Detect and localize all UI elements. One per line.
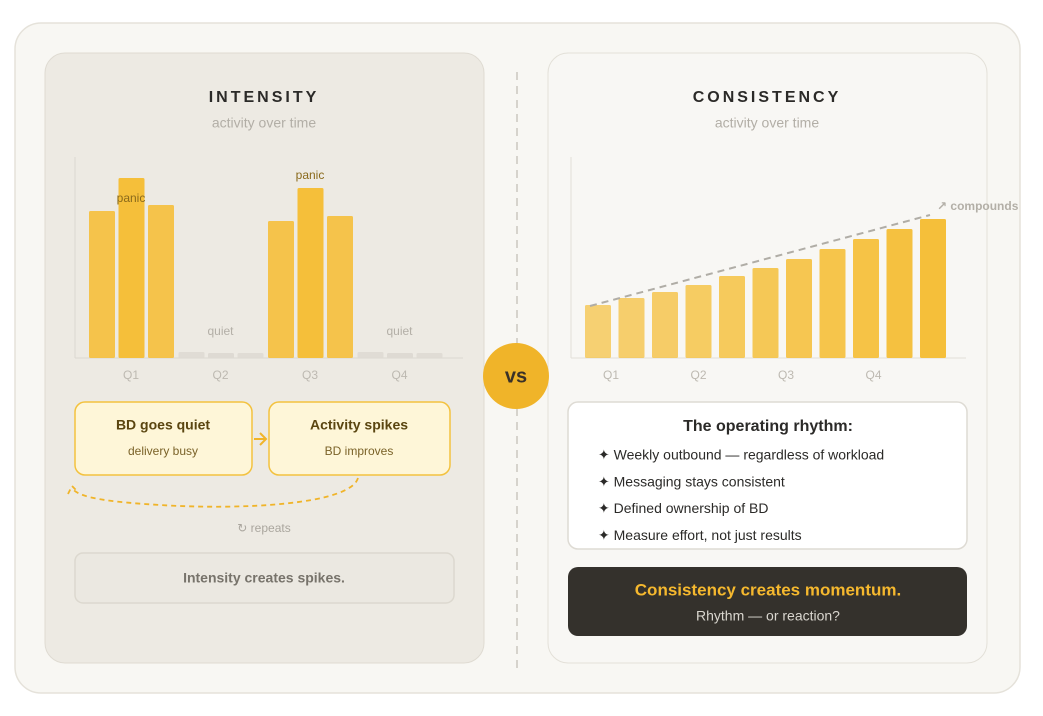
consistency-subtitle: activity over time: [715, 115, 819, 131]
bar: [853, 239, 879, 358]
annotation: panic: [117, 191, 146, 205]
momentum-title: Consistency creates momentum.: [635, 580, 901, 599]
summary-box: [74, 552, 455, 604]
bar: [178, 352, 205, 358]
rhythm-item: ✦ Measure effort, not just results: [598, 527, 802, 543]
bar: [652, 292, 678, 358]
rhythm-item: ✦ Messaging stays consistent: [598, 473, 785, 489]
bar: [208, 353, 234, 358]
summary: Intensity creates spikes.: [183, 570, 345, 586]
bar: [752, 268, 779, 358]
vs-badge: [483, 343, 549, 409]
bar: [327, 216, 353, 358]
flow-subtitle: BD improves: [325, 444, 394, 458]
bar: [585, 305, 611, 358]
bar: [416, 353, 443, 358]
bar: [819, 249, 846, 358]
x-tick-label: Q3: [778, 368, 794, 382]
x-tick-label: Q3: [302, 368, 318, 382]
trend-label: ↗ compounds: [937, 199, 1019, 213]
annotation: panic: [296, 168, 325, 182]
intensity-subtitle: activity over time: [212, 115, 316, 131]
trend-line: [589, 214, 931, 307]
bar: [148, 205, 174, 358]
bar: [89, 211, 115, 358]
bar: [118, 178, 145, 358]
bar: [786, 259, 812, 358]
bar: [920, 219, 946, 358]
flow-box: [268, 401, 451, 476]
vs-label: vs: [505, 365, 527, 387]
rhythm-title: The operating rhythm:: [683, 418, 853, 435]
rhythm-list: ✦ Weekly outbound — regardless of worklo…: [598, 447, 884, 543]
bar: [719, 276, 745, 358]
rhythm-item: ✦ Defined ownership of BD: [598, 500, 768, 516]
x-tick-label: Q1: [603, 368, 619, 382]
intensity-title: INTENSITY: [209, 89, 320, 106]
bar: [685, 285, 712, 358]
bar: [387, 353, 413, 358]
flow-box: [74, 401, 253, 476]
bar: [268, 221, 294, 358]
bar: [237, 353, 264, 358]
momentum-subtitle: Rhythm — or reaction?: [696, 608, 840, 624]
x-tick-label: Q4: [865, 368, 881, 382]
flow-title: BD goes quiet: [116, 417, 210, 433]
x-tick-label: Q2: [212, 368, 228, 382]
x-tick-label: Q4: [391, 368, 407, 382]
bar: [357, 352, 384, 358]
loop-label: ↻ repeats: [237, 521, 290, 535]
annotation: quiet: [207, 324, 234, 338]
rhythm-box: [567, 401, 968, 550]
bar: [297, 188, 324, 358]
x-tick-label: Q1: [123, 368, 139, 382]
momentum-box: [568, 567, 967, 636]
bar: [618, 298, 645, 358]
bar: [886, 229, 913, 358]
flow-arrow: [254, 432, 268, 446]
consistency-title: CONSISTENCY: [693, 89, 842, 106]
x-tick-label: Q2: [690, 368, 706, 382]
rhythm-item: ✦ Weekly outbound — regardless of worklo…: [598, 447, 884, 463]
loop-arrow: [67, 477, 359, 508]
flow-subtitle: delivery busy: [128, 444, 198, 458]
flow-title: Activity spikes: [310, 417, 408, 433]
annotation: quiet: [386, 324, 413, 338]
